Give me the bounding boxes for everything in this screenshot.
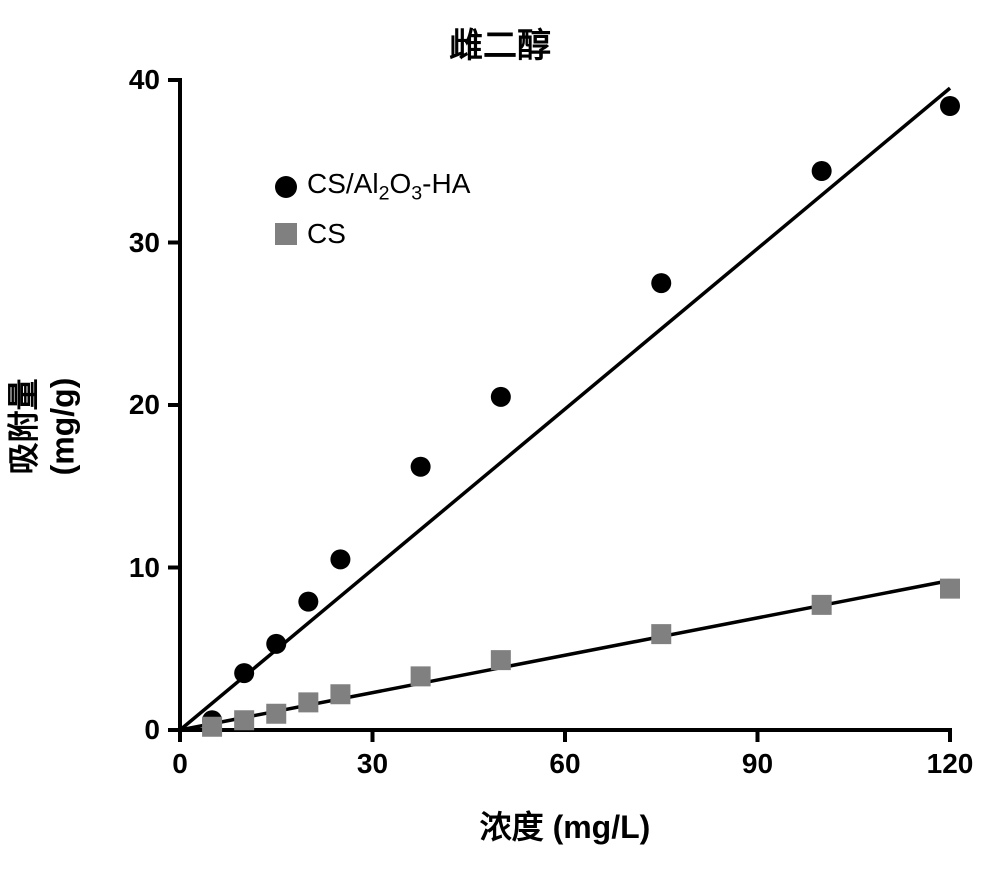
data-point-circle bbox=[298, 592, 318, 612]
y-tick-label: 20 bbox=[129, 389, 160, 421]
legend-label: CS bbox=[307, 218, 346, 250]
x-tick-label: 60 bbox=[549, 748, 580, 780]
x-axis-label: 浓度 (mg/L) bbox=[180, 802, 950, 848]
legend-marker-square-icon bbox=[275, 223, 297, 245]
series-fit-line bbox=[180, 581, 950, 731]
chart-container: 雌二醇 吸附量 (mg/g) 浓度 (mg/L) CS/Al2O3-HA CS 0… bbox=[0, 0, 1000, 890]
data-point-square bbox=[491, 650, 511, 670]
data-point-square bbox=[234, 710, 254, 730]
y-axis-label: 吸附量 (mg/g) bbox=[0, 327, 82, 527]
legend-label: CS/Al2O3-HA bbox=[307, 168, 470, 206]
x-tick-label: 120 bbox=[927, 748, 974, 780]
legend-item: CS/Al2O3-HA bbox=[275, 168, 470, 206]
data-point-square bbox=[330, 684, 350, 704]
legend: CS/Al2O3-HA CS bbox=[275, 168, 470, 262]
legend-marker-circle-icon bbox=[275, 176, 297, 198]
data-point-circle bbox=[812, 161, 832, 181]
x-tick-label: 30 bbox=[357, 748, 388, 780]
data-point-circle bbox=[940, 96, 960, 116]
data-point-square bbox=[298, 692, 318, 712]
data-point-square bbox=[940, 579, 960, 599]
y-tick-label: 0 bbox=[144, 714, 160, 746]
data-point-circle bbox=[491, 387, 511, 407]
data-point-circle bbox=[234, 663, 254, 683]
y-tick-label: 40 bbox=[129, 64, 160, 96]
y-tick-label: 10 bbox=[129, 552, 160, 584]
data-point-circle bbox=[651, 273, 671, 293]
data-point-square bbox=[266, 704, 286, 724]
legend-item: CS bbox=[275, 218, 470, 250]
data-point-circle bbox=[266, 634, 286, 654]
data-point-square bbox=[202, 717, 222, 737]
data-point-square bbox=[812, 595, 832, 615]
chart-title: 雌二醇 bbox=[0, 18, 1000, 67]
data-point-circle bbox=[330, 549, 350, 569]
x-tick-label: 90 bbox=[742, 748, 773, 780]
x-tick-label: 0 bbox=[172, 748, 188, 780]
data-point-square bbox=[411, 666, 431, 686]
data-point-square bbox=[651, 624, 671, 644]
y-tick-label: 30 bbox=[129, 227, 160, 259]
data-point-circle bbox=[411, 457, 431, 477]
